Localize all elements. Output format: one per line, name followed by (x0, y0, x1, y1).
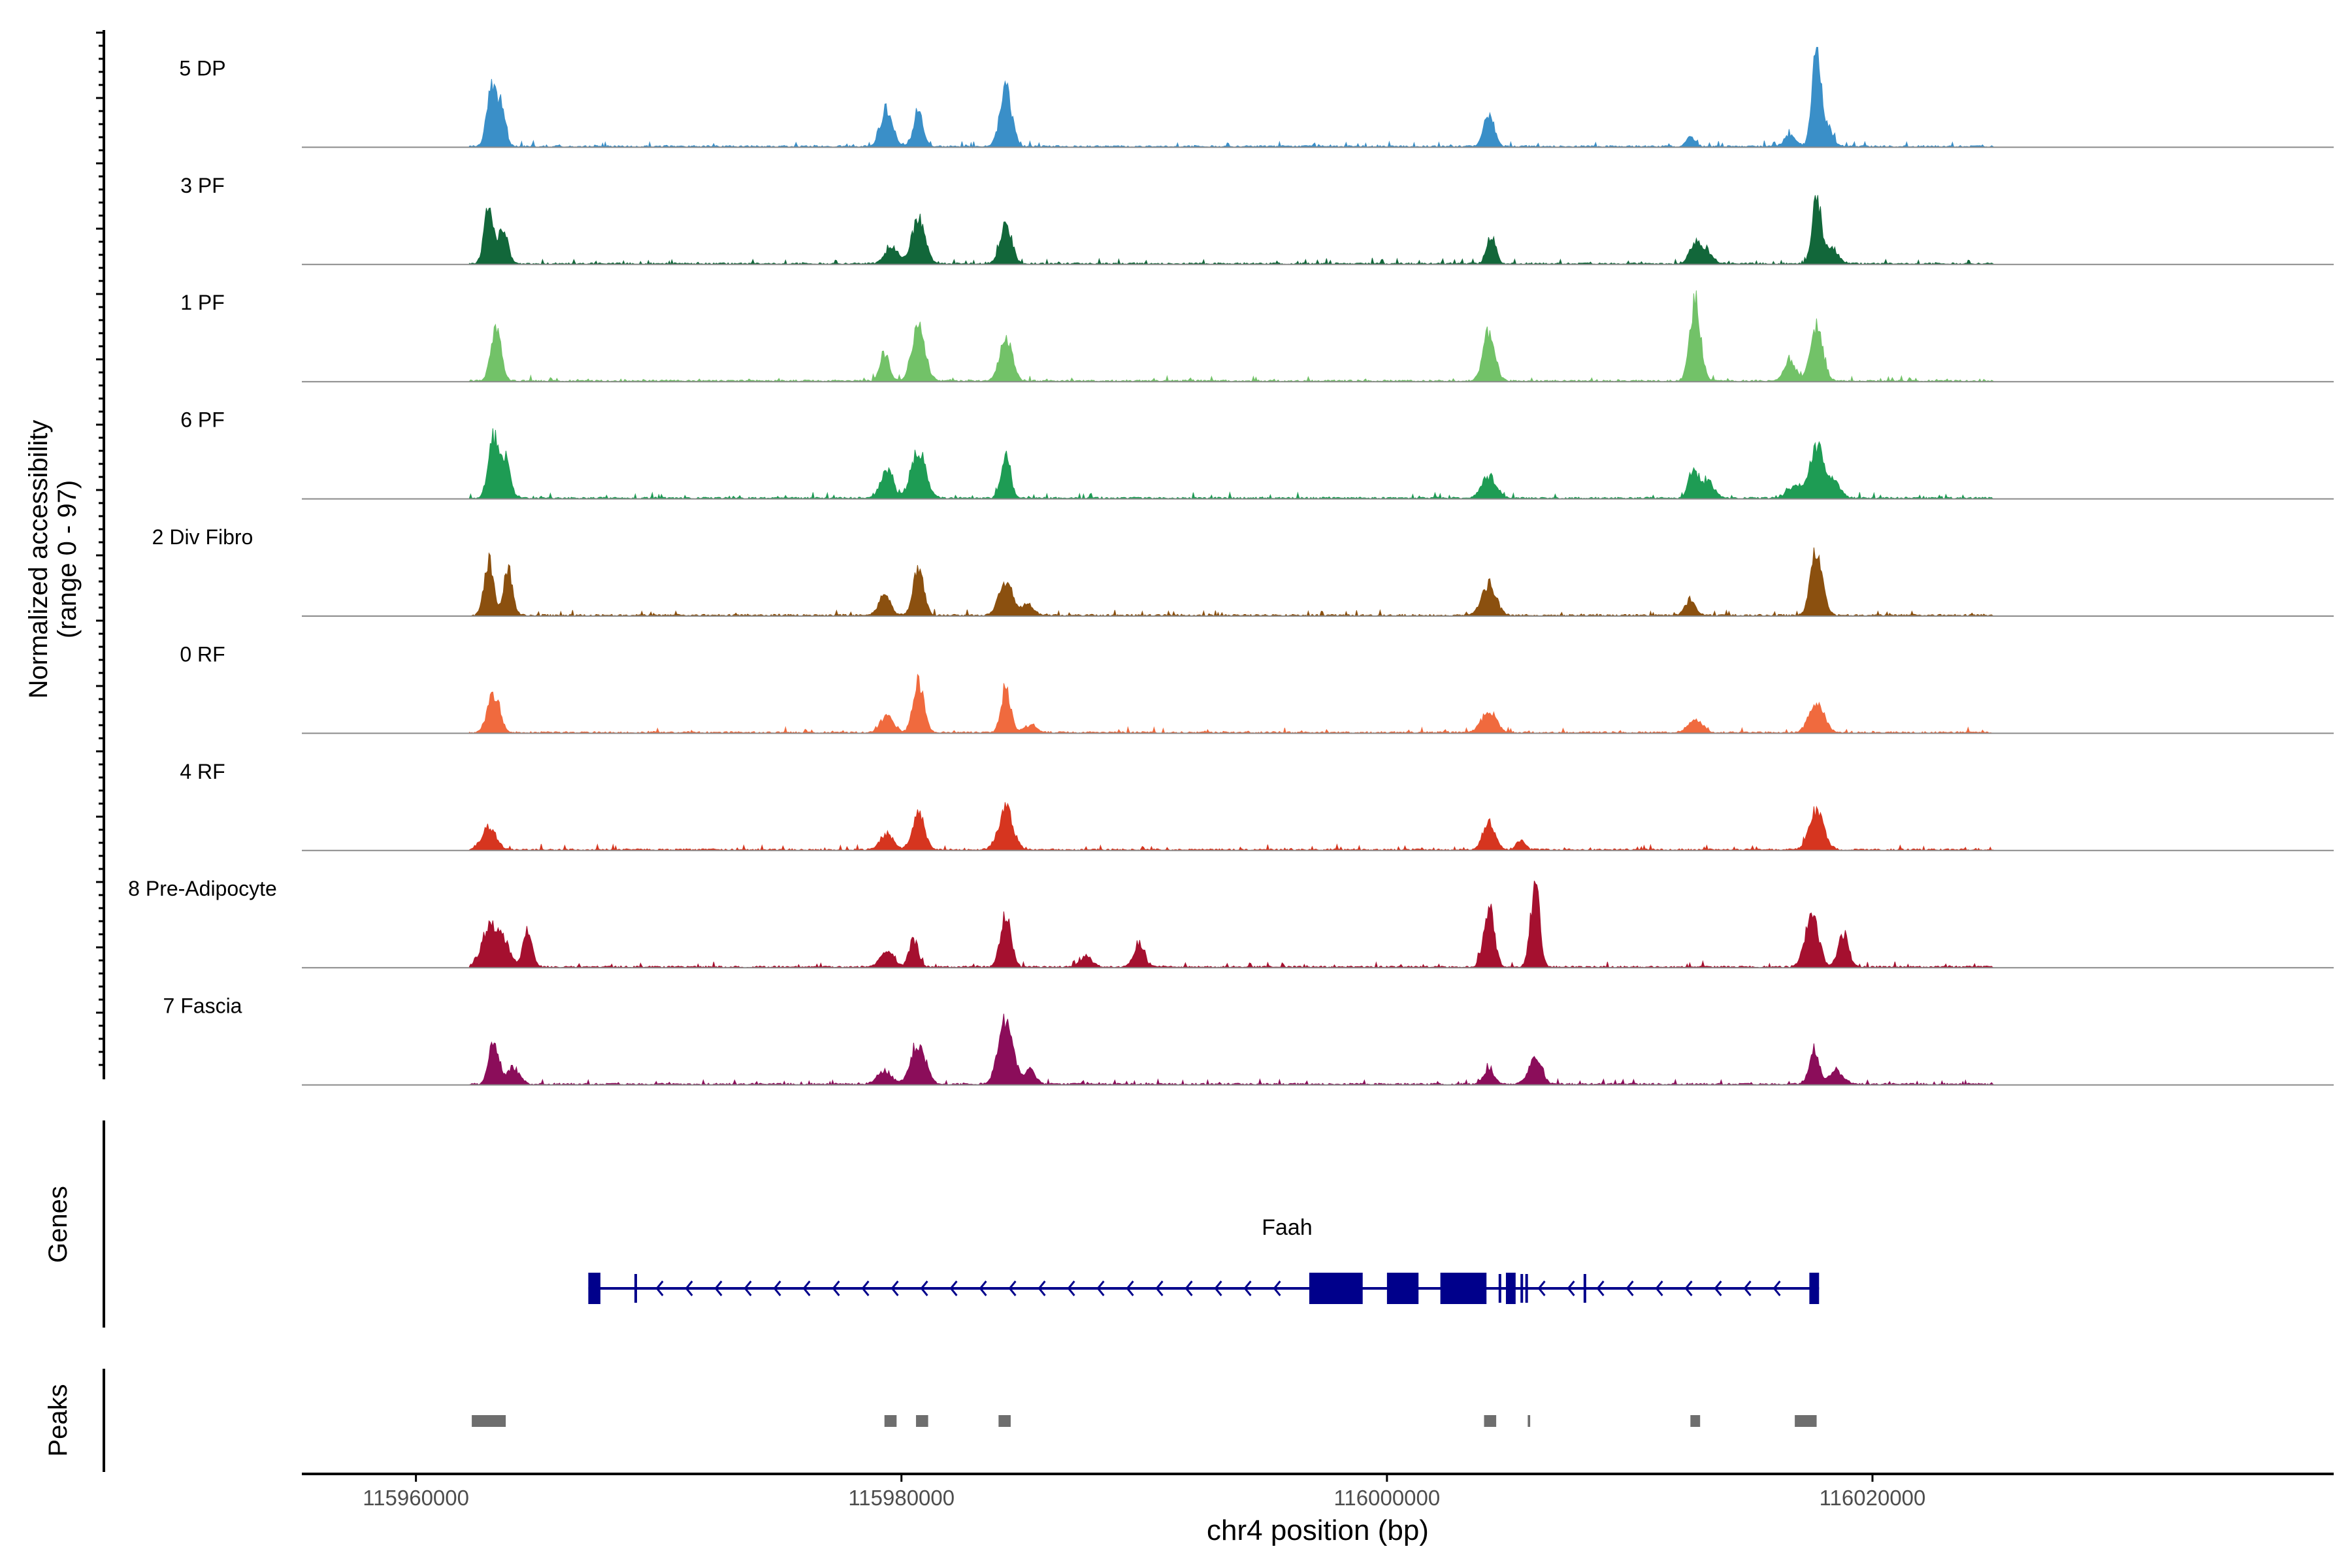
strand-arrow (1214, 1281, 1222, 1296)
peak-region (1527, 1415, 1531, 1427)
track-label-5-dp: 5 DP (179, 56, 225, 80)
strand-arrow (685, 1281, 693, 1296)
track-label-7-fascia: 7 Fascia (163, 994, 242, 1018)
track-2-div-fibro: 2 Div Fibro (152, 525, 2334, 617)
gene-exon (1440, 1273, 1487, 1304)
strand-arrow (1037, 1281, 1046, 1296)
x-tick-label: 115980000 (848, 1486, 955, 1510)
track-label-2-div-fibro: 2 Div Fibro (152, 525, 253, 549)
strand-arrow (1008, 1281, 1017, 1296)
peak-region (472, 1415, 506, 1427)
strand-arrow (1596, 1281, 1605, 1296)
strand-arrow (1155, 1281, 1164, 1296)
peak-regions (472, 1415, 1817, 1427)
x-tick-label: 116020000 (1820, 1486, 1926, 1510)
track-8-pre-adipocyte: 8 Pre-Adipocyte (128, 877, 2334, 969)
gene-exon (1386, 1273, 1419, 1304)
strand-arrow (949, 1281, 958, 1296)
strand-arrow (890, 1281, 899, 1296)
gene-exon (1505, 1273, 1516, 1304)
gene-exon (1498, 1274, 1501, 1303)
strand-arrow (1067, 1281, 1075, 1296)
y-axis-title-line1: Normalized accessibility (24, 420, 53, 699)
track-4-rf: 4 RF (180, 760, 2334, 851)
x-axis-title: chr4 position (bp) (1207, 1514, 1429, 1546)
track-label-3-pf: 3 PF (180, 174, 225, 197)
strand-arrow (1743, 1281, 1752, 1296)
gene-exon (1520, 1274, 1524, 1303)
track-7-fascia: 7 Fascia (163, 994, 2334, 1086)
strand-arrow (1772, 1281, 1781, 1296)
gene-exon (1809, 1273, 1820, 1304)
strand-arrow (743, 1281, 752, 1296)
peak-region (1484, 1415, 1497, 1427)
gene-exon (588, 1273, 601, 1304)
strand-arrow (1625, 1281, 1634, 1296)
strand-arrow (1273, 1281, 1281, 1296)
gene-exon (1583, 1274, 1586, 1303)
track-5-dp: 5 DP (179, 46, 2334, 149)
peak-region (1690, 1415, 1701, 1427)
gene-exon (1309, 1273, 1363, 1304)
track-0-rf: 0 RF (180, 642, 2334, 734)
track-label-1-pf: 1 PF (180, 291, 225, 314)
track-label-0-rf: 0 RF (180, 642, 225, 666)
x-axis-ticks: 115960000 115980000 116000000 116020000 (363, 1474, 1925, 1510)
track-label-4-rf: 4 RF (180, 760, 225, 783)
strand-arrow (1655, 1281, 1663, 1296)
track-3-pf: 3 PF (180, 174, 2334, 266)
x-tick-label: 115960000 (363, 1486, 469, 1510)
track-6-pf: 6 PF (180, 408, 2334, 500)
gene-exon (634, 1274, 638, 1303)
strand-arrow (832, 1281, 840, 1296)
track-label-6-pf: 6 PF (180, 408, 225, 432)
strand-arrow (1714, 1281, 1722, 1296)
strand-arrow (1184, 1281, 1193, 1296)
y-axis-ticks (96, 31, 104, 1066)
strand-arrow (1567, 1281, 1575, 1296)
gene-model-faah (588, 1273, 1820, 1304)
strand-arrow (979, 1281, 987, 1296)
strand-arrow (655, 1281, 664, 1296)
strand-arrow (714, 1281, 723, 1296)
y-axis-title-line2: (range 0 - 97) (53, 480, 82, 638)
strand-arrow (920, 1281, 928, 1296)
peaks-track-label: Peaks (44, 1384, 73, 1456)
peak-region (884, 1415, 897, 1427)
strand-arrow (1243, 1281, 1252, 1296)
strand-arrow (802, 1281, 811, 1296)
x-tick-label: 116000000 (1334, 1486, 1441, 1510)
genes-track-label: Genes (44, 1186, 73, 1263)
peak-region (916, 1415, 928, 1427)
strand-arrow (861, 1281, 870, 1296)
track-label-8-pre-adipocyte: 8 Pre-Adipocyte (128, 877, 277, 900)
accessibility-tracks: 5 DP 3 PF 1 PF 6 PF 2 Div Fibro 0 RF 4 RF 8 Pre… (128, 46, 2334, 1086)
gene-name-label: Faah (1262, 1215, 1313, 1240)
strand-arrow (1096, 1281, 1105, 1296)
strand-arrow (773, 1281, 781, 1296)
strand-arrow (1537, 1281, 1546, 1296)
peak-region (998, 1415, 1011, 1427)
track-1-pf: 1 PF (180, 290, 2334, 383)
strand-arrow (1684, 1281, 1693, 1296)
gene-exon (1525, 1274, 1528, 1303)
peak-region (1795, 1415, 1817, 1427)
strand-arrow (1126, 1281, 1134, 1296)
